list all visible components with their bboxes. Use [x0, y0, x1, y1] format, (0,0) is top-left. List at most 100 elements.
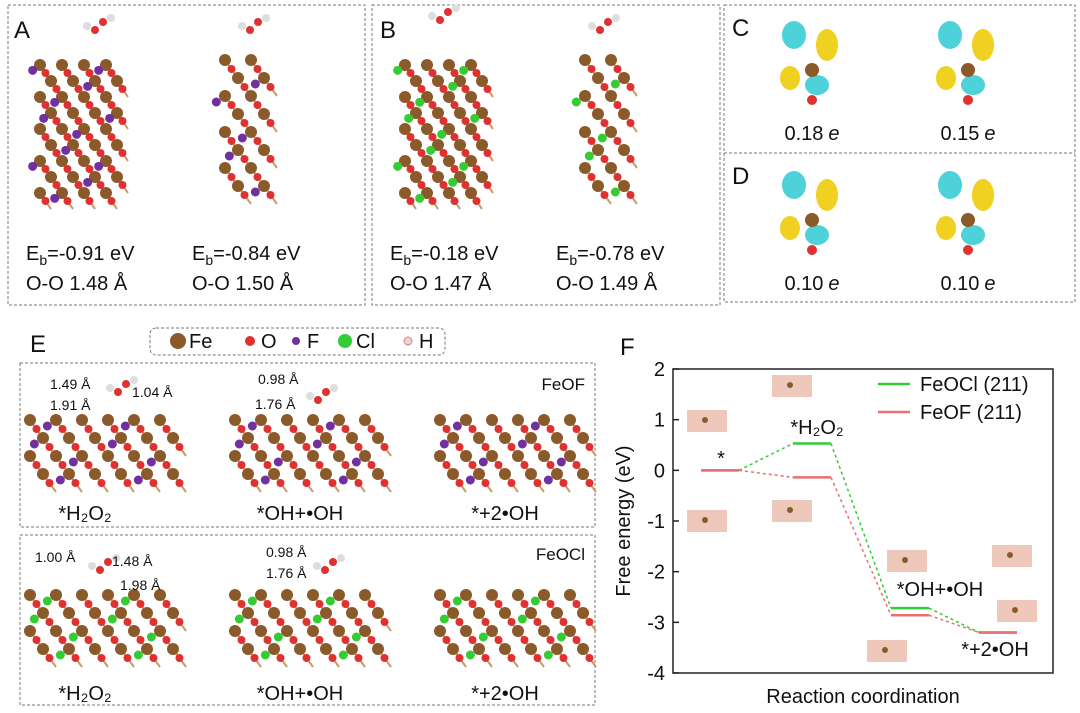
atom	[512, 414, 524, 426]
atom	[588, 22, 596, 30]
atom	[341, 600, 350, 608]
atom	[149, 443, 158, 451]
atom	[219, 162, 231, 174]
atom	[520, 600, 529, 608]
atom	[805, 213, 819, 227]
atom	[538, 625, 550, 637]
legend-label: F	[307, 331, 319, 353]
atom	[444, 8, 452, 16]
atom	[254, 18, 262, 26]
atom	[406, 133, 415, 141]
atom	[428, 101, 437, 109]
atom	[68, 457, 78, 467]
atom	[494, 461, 503, 469]
atom	[320, 432, 332, 444]
atom	[434, 589, 446, 601]
atom	[572, 636, 581, 644]
atom	[421, 123, 433, 135]
atom	[468, 461, 477, 469]
y-tick-label: -4	[647, 663, 665, 685]
atom	[219, 90, 231, 102]
atom	[302, 443, 311, 451]
isosurface	[816, 179, 838, 211]
atom	[367, 600, 376, 608]
atom	[787, 382, 793, 388]
atom	[167, 432, 179, 444]
atom	[443, 187, 455, 199]
atom	[450, 69, 459, 77]
atom	[37, 468, 49, 480]
atom	[118, 181, 127, 189]
atom	[346, 607, 358, 619]
atom	[399, 155, 411, 167]
atom	[610, 79, 620, 89]
atom	[476, 139, 488, 151]
atom	[465, 187, 477, 199]
atom	[268, 432, 280, 444]
atom	[260, 475, 270, 485]
atom	[329, 558, 337, 566]
atom	[78, 123, 90, 135]
atom	[52, 181, 61, 189]
x-axis-label: Reaction coordination	[766, 686, 959, 708]
atom	[45, 107, 57, 119]
panel-label: A	[14, 17, 30, 44]
atom	[359, 450, 371, 462]
atom	[551, 643, 563, 655]
atom	[417, 149, 426, 157]
energy-subscript: b	[205, 252, 213, 268]
atom	[105, 113, 115, 123]
atom	[263, 461, 272, 469]
atom	[97, 618, 106, 626]
atom	[448, 177, 458, 187]
connector	[928, 607, 980, 634]
distance-label: 1.76 Å	[266, 565, 307, 581]
atom	[499, 607, 511, 619]
atom	[255, 450, 267, 462]
atom	[476, 171, 488, 183]
state-label: *OH+•OH	[897, 579, 983, 601]
atom	[102, 589, 114, 601]
atom	[41, 69, 50, 77]
isosurface	[782, 171, 806, 199]
atom	[240, 155, 249, 163]
atom	[154, 450, 166, 462]
atom	[442, 461, 451, 469]
atom	[96, 117, 105, 125]
atom	[229, 589, 241, 601]
atom	[592, 180, 604, 192]
atom	[448, 81, 458, 91]
atom	[460, 414, 472, 426]
atom	[556, 632, 566, 642]
atom	[494, 600, 503, 608]
atom	[807, 245, 817, 255]
legend-frame	[149, 327, 446, 356]
legend-label: FeOF (211)	[920, 402, 1022, 424]
atom	[961, 63, 975, 77]
atom	[55, 650, 65, 660]
atom	[481, 479, 490, 487]
atom	[902, 557, 908, 563]
atom	[585, 654, 594, 662]
atom	[245, 54, 257, 66]
atom	[963, 245, 973, 255]
atom	[328, 654, 337, 662]
atom	[100, 59, 112, 71]
atom	[359, 414, 371, 426]
legend-label: H	[419, 331, 433, 353]
y-tick-label: 1	[654, 410, 665, 432]
atom	[499, 468, 511, 480]
energy-subscript: b	[403, 252, 411, 268]
atom	[406, 101, 415, 109]
atom	[787, 507, 793, 513]
atom	[486, 589, 498, 601]
material-label: FeOF	[542, 375, 585, 394]
atom	[346, 643, 358, 655]
atom	[525, 432, 537, 444]
atom	[110, 425, 119, 433]
atom	[320, 468, 332, 480]
atom	[626, 119, 635, 127]
isosurface	[961, 225, 985, 245]
state-label: *+2•OH	[471, 683, 539, 705]
atom	[58, 600, 67, 608]
